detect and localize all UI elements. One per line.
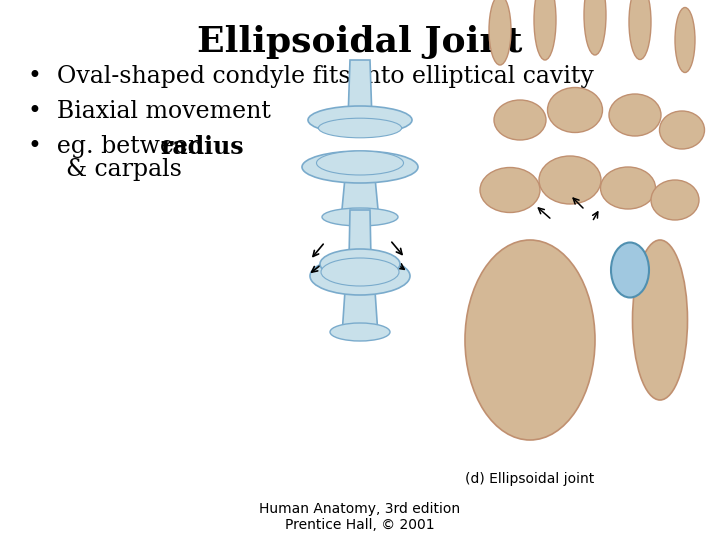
Text: Ellipsoidal Joint: Ellipsoidal Joint [197,25,523,59]
Ellipse shape [611,242,649,298]
Text: (d) Ellipsoidal joint: (d) Ellipsoidal joint [465,472,595,486]
Ellipse shape [302,151,418,183]
Ellipse shape [600,167,655,209]
Ellipse shape [494,100,546,140]
Ellipse shape [539,156,601,204]
Text: Human Anatomy, 3rd edition: Human Anatomy, 3rd edition [259,502,461,516]
Ellipse shape [651,180,699,220]
Text: Prentice Hall, © 2001: Prentice Hall, © 2001 [285,518,435,532]
Ellipse shape [609,94,661,136]
Polygon shape [341,167,379,220]
Text: •  eg. between: • eg. between [28,135,211,158]
Ellipse shape [629,0,651,59]
Ellipse shape [330,323,390,341]
Ellipse shape [320,249,400,279]
Ellipse shape [308,106,412,134]
Polygon shape [349,210,371,260]
Ellipse shape [675,8,695,72]
Ellipse shape [321,258,399,286]
Ellipse shape [534,0,556,60]
Polygon shape [348,60,372,120]
Ellipse shape [480,167,540,213]
Text: radius: radius [160,135,243,159]
Ellipse shape [465,240,595,440]
Ellipse shape [318,118,402,138]
Ellipse shape [547,87,603,132]
Ellipse shape [322,208,398,226]
Ellipse shape [660,111,704,149]
Ellipse shape [584,0,606,55]
Text: •  Oval-shaped condyle fits into elliptical cavity: • Oval-shaped condyle fits into elliptic… [28,65,594,88]
Ellipse shape [328,119,375,131]
Ellipse shape [317,151,403,175]
Text: •  Biaxial movement: • Biaxial movement [28,100,271,123]
Text: & carpals: & carpals [66,158,182,181]
Ellipse shape [632,240,688,400]
Ellipse shape [310,257,410,295]
Ellipse shape [489,0,511,65]
Polygon shape [342,276,378,335]
